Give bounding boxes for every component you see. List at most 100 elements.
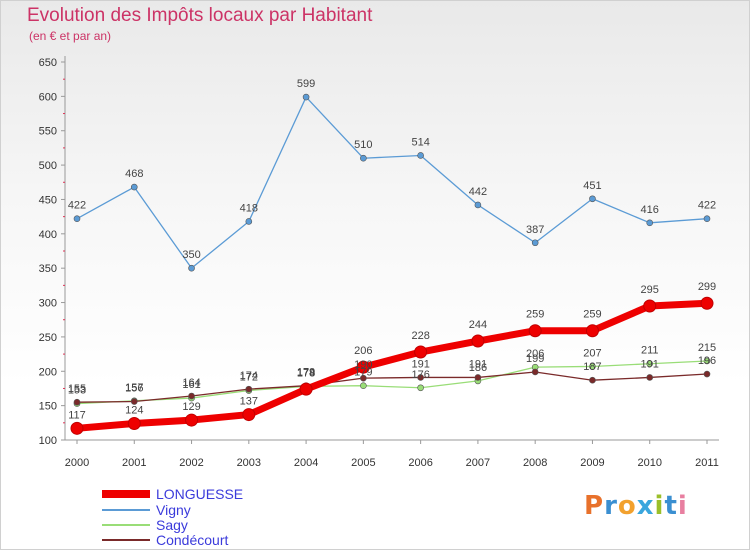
data-point: [417, 384, 424, 392]
data-label: 206: [526, 348, 544, 360]
data-label: 215: [698, 342, 716, 354]
data-point: [471, 334, 485, 348]
data-label: 259: [526, 309, 544, 321]
x-tick-label: 2010: [637, 457, 661, 469]
data-label: 299: [698, 281, 716, 293]
data-label: 179: [297, 367, 315, 379]
y-tick-label: 450: [39, 194, 57, 206]
data-label: 124: [125, 405, 143, 417]
data-point: [70, 421, 84, 435]
legend-label: Sagy: [156, 517, 188, 533]
x-tick-label: 2003: [237, 457, 261, 469]
data-label: 259: [583, 309, 601, 321]
legend-label: LONGUESSE: [156, 486, 243, 502]
y-tick-label: 250: [39, 332, 57, 344]
data-point: [73, 398, 81, 406]
chart-subtitle: (en € et par an): [29, 29, 112, 43]
y-tick-label: 150: [39, 401, 57, 413]
data-label: 178: [297, 367, 315, 379]
data-label: 156: [125, 383, 143, 395]
data-point: [703, 370, 711, 378]
data-label: 514: [411, 136, 429, 148]
series-line: [73, 299, 711, 432]
data-label: 186: [469, 362, 487, 374]
data-label: 244: [469, 319, 487, 331]
data-label: 157: [125, 382, 143, 394]
data-label: 422: [68, 200, 86, 212]
data-label: 418: [240, 202, 258, 214]
data-label: 451: [583, 180, 601, 192]
data-label: 199: [526, 353, 544, 365]
x-tick-label: 2001: [122, 457, 146, 469]
data-point: [245, 385, 253, 393]
data-label: 172: [240, 372, 258, 384]
data-label: 161: [182, 379, 200, 391]
series-line: [76, 96, 708, 269]
data-point: [414, 345, 428, 359]
data-label: 207: [583, 347, 601, 359]
x-tick-label: 2008: [523, 457, 547, 469]
data-label: 599: [297, 78, 315, 90]
y-tick-label: 550: [39, 126, 57, 138]
data-label: 129: [182, 401, 200, 413]
data-point: [643, 299, 657, 313]
data-label: 211: [641, 345, 659, 357]
data-point: [589, 195, 596, 203]
data-label: 510: [354, 139, 372, 151]
data-point: [474, 374, 482, 381]
data-point: [589, 363, 596, 370]
x-tick-label: 2005: [351, 457, 375, 469]
data-label: 164: [182, 377, 200, 389]
logo-letter: i: [677, 491, 688, 521]
data-point: [531, 368, 539, 376]
x-tick-label: 2007: [466, 457, 490, 469]
y-tick-label: 350: [39, 263, 57, 275]
logo-letter: i: [654, 491, 665, 521]
data-point: [188, 392, 195, 400]
y-tick-label: 650: [39, 57, 57, 69]
series-sagy: [73, 357, 711, 407]
logo-letter: x: [636, 491, 655, 521]
series-line: [76, 371, 708, 403]
data-label: 206: [354, 345, 372, 357]
data-label: 190: [354, 359, 372, 371]
data-label: 416: [641, 204, 659, 216]
x-tick-label: 2000: [65, 457, 89, 469]
data-point: [188, 264, 195, 272]
data-point: [130, 183, 138, 191]
series-longuesse: [70, 296, 714, 435]
data-point: [474, 201, 482, 209]
data-label: 468: [125, 168, 143, 180]
data-label: 155: [68, 383, 86, 395]
legend-label: Vigny: [156, 502, 191, 518]
data-point: [302, 93, 310, 101]
data-label: 137: [240, 396, 258, 408]
x-tick-label: 2006: [408, 457, 432, 469]
data-point: [703, 215, 711, 222]
proxiti-logo: Proxiti: [584, 491, 688, 521]
data-label: 422: [698, 200, 716, 212]
data-point: [646, 374, 654, 381]
data-point: [127, 417, 141, 431]
data-label: 350: [182, 249, 200, 261]
y-tick-label: 200: [39, 366, 57, 378]
data-point: [185, 413, 199, 427]
data-point: [360, 374, 367, 382]
data-point: [299, 382, 313, 396]
logo-letter: o: [617, 491, 637, 521]
x-tick-label: 2009: [580, 457, 604, 469]
data-label: 387: [526, 224, 544, 236]
data-label: 196: [698, 355, 716, 367]
y-tick-label: 500: [39, 160, 57, 172]
data-point: [531, 239, 539, 247]
data-label: 187: [583, 361, 601, 373]
data-point: [589, 376, 596, 384]
data-point: [242, 408, 256, 422]
data-label: 295: [641, 284, 659, 296]
data-point: [360, 154, 367, 162]
y-tick-label: 600: [39, 91, 57, 103]
y-tick-label: 400: [39, 229, 57, 241]
logo-letter: t: [664, 491, 678, 521]
